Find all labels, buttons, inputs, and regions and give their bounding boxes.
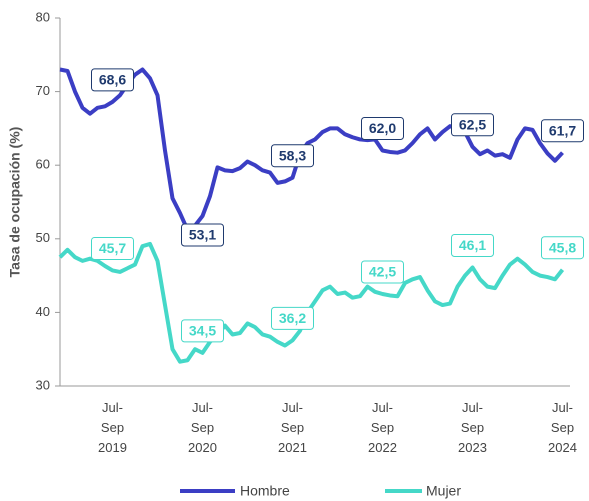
x-tick-label: Jul-Sep 2022 <box>368 400 397 455</box>
value-label: 68,6 <box>91 68 134 92</box>
value-label: 62,5 <box>451 113 494 137</box>
value-label-box <box>91 236 134 260</box>
y-tick-label: 30 <box>36 377 50 392</box>
value-label-text: 68,6 <box>99 72 126 88</box>
series-line <box>59 67 564 232</box>
value-label-text: 62,5 <box>459 117 486 133</box>
value-label-text: 58,3 <box>279 147 306 163</box>
value-label-box <box>271 306 314 330</box>
value-label-text: 62,0 <box>369 120 396 136</box>
value-label-box <box>541 119 584 143</box>
value-label: 45,8 <box>541 236 584 260</box>
y-tick-label: 40 <box>36 304 50 319</box>
y-axis-label: Tasa de ocupación (%) <box>7 127 23 278</box>
value-label-text: 34,5 <box>189 323 216 339</box>
value-label: 61,7 <box>541 119 584 143</box>
value-label-text: 42,5 <box>369 264 396 280</box>
series-line <box>58 241 565 364</box>
value-label: 46,1 <box>451 234 494 258</box>
x-tick-label: Jul-Sep 2020 <box>188 400 217 455</box>
value-label: 53,1 <box>181 223 224 247</box>
value-label-text: 45,7 <box>99 240 126 256</box>
value-label-text: 36,2 <box>279 310 306 326</box>
value-label: 36,2 <box>271 306 314 330</box>
value-label: 42,5 <box>361 260 404 284</box>
x-tick-label: Jul-Sep 2019 <box>98 400 127 455</box>
value-label-box <box>451 113 494 137</box>
legend-label: Hombre <box>240 483 290 499</box>
x-tick-label: Jul-Sep 2023 <box>458 400 487 455</box>
value-label-box <box>451 234 494 258</box>
value-label-box <box>181 319 224 343</box>
value-label-box <box>361 260 404 284</box>
value-label: 34,5 <box>181 319 224 343</box>
y-tick-label: 70 <box>36 83 50 98</box>
value-label-box <box>91 68 134 92</box>
value-label-text: 53,1 <box>189 227 216 243</box>
x-tick-label: Jul-Sep 2021 <box>278 400 307 455</box>
value-label: 62,0 <box>361 116 404 140</box>
value-label: 45,7 <box>91 236 134 260</box>
y-tick-label: 80 <box>36 9 50 24</box>
value-label-box <box>271 144 314 168</box>
y-tick-label: 60 <box>36 157 50 172</box>
value-label-text: 45,8 <box>549 239 576 255</box>
value-label-text: 46,1 <box>459 237 486 253</box>
value-label-text: 61,7 <box>549 122 576 138</box>
value-label-box <box>361 116 404 140</box>
y-tick-label: 50 <box>36 230 50 245</box>
value-label-box <box>181 223 224 247</box>
value-label: 58,3 <box>271 144 314 168</box>
legend-label: Mujer <box>426 483 461 499</box>
x-tick-label: Jul-Sep 2024 <box>548 400 577 455</box>
value-label-box <box>541 236 584 260</box>
